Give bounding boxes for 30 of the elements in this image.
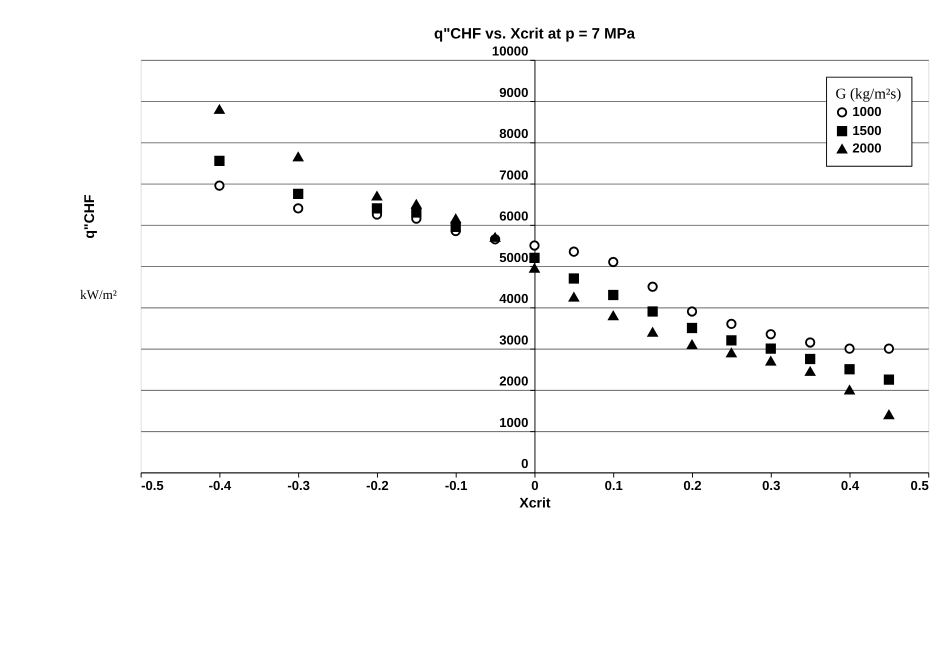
x-tick-label: 0.1	[604, 478, 623, 493]
legend-label: 1000	[852, 104, 882, 120]
y-tick-label: 8000	[499, 126, 528, 142]
chart-title: q"CHF vs. Xcrit at p = 7 MPa	[434, 25, 636, 42]
y-tick-label: 9000	[499, 84, 528, 100]
y-tick-label: 1000	[499, 414, 528, 430]
legend-label: 1500	[852, 122, 882, 138]
legend-title: G (kg/m²s)	[835, 86, 902, 102]
x-tick-label: 0.2	[683, 478, 702, 493]
y-tick-label: 7000	[499, 167, 528, 182]
y-axis-title: q"CHF	[80, 194, 97, 239]
x-tick-label: 0	[531, 478, 539, 493]
y-tick-label: 3000	[499, 332, 528, 348]
x-tick-label: -0.1	[444, 478, 468, 493]
x-tick-label: 0.4	[840, 478, 860, 493]
x-axis-title: Xcrit	[519, 494, 551, 511]
x-tick-label: -0.4	[208, 478, 232, 493]
x-tick-label: -0.5	[141, 478, 164, 493]
y-tick-label: 0	[521, 456, 528, 472]
x-tick-label: 0.3	[762, 478, 780, 493]
x-tick-label: -0.2	[366, 478, 389, 493]
legend-label: 2000	[852, 140, 882, 156]
text: kW/m²	[80, 286, 117, 302]
y-tick-label: 6000	[499, 208, 528, 224]
y-tick-label: 5000	[499, 250, 528, 265]
x-tick-label: 0.5	[910, 478, 929, 493]
x-tick-label: -0.3	[287, 478, 310, 493]
y-tick-label: 4000	[499, 291, 528, 306]
y-tick-label: 2000	[499, 374, 528, 389]
y-tick-label: 10000	[492, 44, 528, 59]
